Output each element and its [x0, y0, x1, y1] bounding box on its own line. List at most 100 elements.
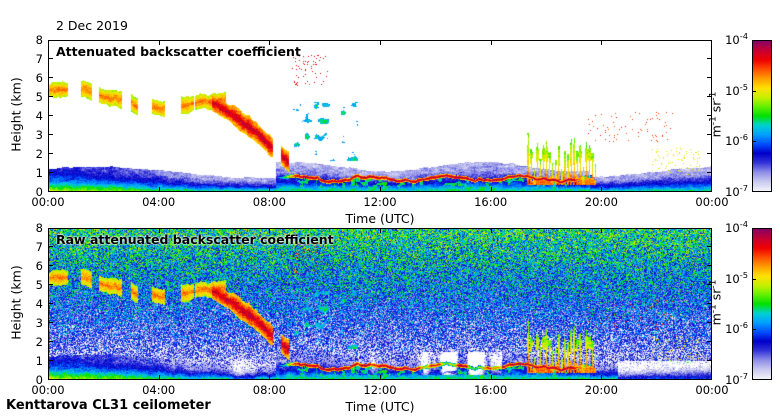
x-tick-panel2	[269, 375, 271, 380]
y-tick-panel1	[707, 191, 712, 192]
y-tick-label-panel2: 1	[35, 354, 43, 368]
colorbar-tick-panel2	[752, 379, 756, 380]
x-tick-label-panel2: 00:00	[695, 383, 729, 397]
y-tick-panel2	[707, 265, 712, 266]
y-tick-panel1	[707, 58, 712, 59]
y-tick-panel1	[707, 96, 712, 97]
y-tick-label-panel2: 6	[35, 259, 43, 273]
colorbar-tick-label-panel2: 10-5	[725, 269, 748, 286]
x-tick-panel1	[601, 40, 603, 45]
x-tick-panel1	[158, 40, 160, 45]
y-tick-label-panel1: 3	[35, 128, 43, 142]
x-tick-panel1	[380, 40, 381, 45]
x-axis-title-panel2: Time (UTC)	[345, 399, 415, 414]
x-tick-label-panel1: 16:00	[474, 195, 508, 209]
x-tick-panel1	[158, 187, 160, 192]
colorbar-tick-label-panel1: 10-4	[725, 31, 748, 47]
colorbar-tick-panel1	[752, 191, 756, 192]
y-tick-panel2	[707, 246, 712, 247]
colorbar-tick-panel1	[752, 90, 756, 92]
y-tick-panel2	[707, 360, 712, 361]
x-tick-panel2	[158, 375, 160, 380]
y-tick-panel1	[48, 191, 53, 192]
x-tick-panel2	[158, 228, 160, 233]
colorbar-tick-panel1	[752, 141, 756, 143]
y-tick-panel1	[48, 153, 53, 154]
x-tick-panel2	[48, 228, 49, 233]
x-tick-panel1	[711, 40, 712, 45]
y-tick-panel2	[48, 322, 53, 323]
y-tick-label-panel2: 4	[35, 297, 43, 311]
x-tick-panel2	[601, 228, 603, 233]
colorbar-tick-label-panel2: 10-6	[725, 320, 748, 337]
y-tick-panel1	[48, 134, 53, 135]
x-tick-label-panel1: 20:00	[584, 195, 618, 209]
x-tick-panel1	[380, 187, 381, 192]
y-tick-label-panel1: 2	[35, 147, 43, 161]
x-tick-panel2	[380, 228, 381, 233]
y-tick-panel2	[707, 341, 712, 342]
y-tick-panel1	[48, 172, 53, 173]
y-tick-label-panel2: 8	[35, 221, 43, 235]
x-tick-panel2	[601, 375, 603, 380]
y-tick-label-panel2: 3	[35, 316, 43, 330]
y-tick-panel2	[48, 303, 53, 304]
x-tick-label-panel1: 04:00	[142, 195, 176, 209]
date-label: 2 Dec 2019	[56, 18, 128, 33]
colorbar-tick-label-panel2: 10-4	[725, 219, 748, 235]
x-tick-label-panel1: 08:00	[252, 195, 286, 209]
y-tick-label-panel1: 8	[35, 33, 43, 47]
plot-area-attenuated-backscatter[interactable]	[48, 40, 712, 192]
y-tick-panel2	[707, 303, 712, 304]
colorbar-panel1	[752, 40, 772, 192]
y-tick-label-panel1: 6	[35, 71, 43, 85]
x-tick-label-panel1: 00:00	[695, 195, 729, 209]
x-tick-panel1	[48, 187, 49, 192]
x-tick-label-panel2: 20:00	[584, 383, 618, 397]
colorbar-tick-panel2	[752, 329, 756, 331]
plot-area-raw-attenuated-backscatter[interactable]	[48, 228, 712, 380]
y-tick-panel1	[707, 172, 712, 173]
y-tick-label-panel1: 4	[35, 109, 43, 123]
y-tick-panel1	[48, 77, 53, 78]
x-tick-label-panel2: 04:00	[142, 383, 176, 397]
y-tick-label-panel2: 7	[35, 240, 43, 254]
panel-title-raw-attenuated-backscatter: Raw attenuated backscatter coefficient	[56, 232, 334, 247]
y-tick-label-panel2: 5	[35, 278, 43, 292]
y-tick-panel2	[707, 228, 712, 229]
x-tick-panel2	[711, 228, 712, 233]
x-tick-panel2	[490, 375, 492, 380]
x-axis-title-panel1: Time (UTC)	[345, 211, 415, 226]
x-tick-panel2	[380, 375, 381, 380]
colorbar-tick-panel1	[752, 40, 756, 41]
colorbar-tick-label-panel1: 10-7	[725, 183, 748, 199]
y-tick-panel1	[707, 77, 712, 78]
y-tick-panel1	[48, 115, 53, 116]
x-tick-label-panel2: 12:00	[363, 383, 397, 397]
colorbar-tick-panel2	[752, 278, 756, 280]
x-tick-panel2	[711, 375, 712, 380]
x-tick-label-panel2: 08:00	[252, 383, 286, 397]
y-tick-panel2	[48, 341, 53, 342]
y-tick-panel2	[48, 228, 53, 229]
y-tick-label-panel1: 0	[35, 185, 43, 199]
y-tick-panel1	[707, 153, 712, 154]
x-tick-panel2	[490, 228, 492, 233]
y-tick-panel2	[48, 284, 53, 285]
y-tick-panel2	[48, 379, 53, 380]
y-tick-label-panel1: 7	[35, 52, 43, 66]
y-tick-panel1	[48, 40, 53, 41]
y-tick-panel1	[48, 58, 53, 59]
panel-title-attenuated-backscatter: Attenuated backscatter coefficient	[56, 44, 301, 59]
figure-caption: Kenttarova CL31 ceilometer	[6, 398, 211, 413]
x-tick-panel1	[490, 187, 492, 192]
y-tick-panel1	[707, 40, 712, 41]
y-tick-panel2	[707, 379, 712, 380]
colorbar-tick-panel2	[752, 228, 756, 229]
x-tick-label-panel1: 00:00	[31, 195, 65, 209]
y-tick-panel1	[707, 134, 712, 135]
y-tick-panel2	[48, 265, 53, 266]
x-tick-label-panel2: 00:00	[31, 383, 65, 397]
x-tick-panel1	[601, 187, 603, 192]
